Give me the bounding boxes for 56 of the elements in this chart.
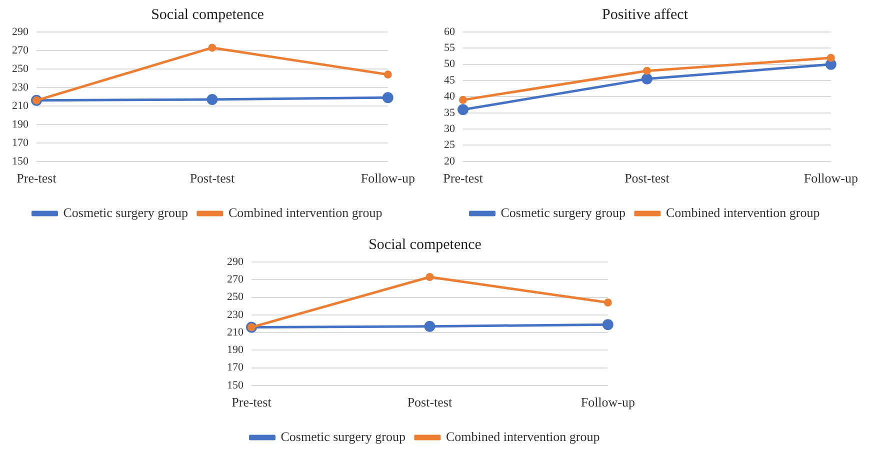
point [604,298,612,307]
legend-label: Cosmetic surgery group [500,204,626,220]
y-tick-label: 150 [227,379,244,392]
point [602,319,614,330]
point [458,104,468,116]
point [384,70,392,79]
x-tick-label: Pre-test [232,394,272,410]
y-tick-label: 55 [444,42,456,54]
y-tick-label: 25 [444,139,456,152]
point [426,272,434,281]
chart-title: Positive affect [602,6,689,23]
y-tick-label: 210 [227,326,244,338]
chart-title: Social competence [151,6,264,23]
point [641,73,652,84]
y-tick-label: 35 [444,106,456,119]
y-tick-label: 30 [444,122,456,135]
y-tick-label: 230 [227,308,244,321]
point [826,54,835,62]
y-tick-label: 20 [444,155,456,168]
y-tick-label: 290 [227,256,244,268]
y-tick-label: 40 [444,90,456,103]
point [206,94,218,105]
x-tick-label: Post-test [190,170,235,186]
x-tick-label: Post-test [407,394,452,410]
y-tick-label: 250 [12,62,29,75]
point [382,92,394,104]
y-tick-label: 60 [444,26,456,38]
y-tick-label: 150 [12,155,29,168]
y-tick-label: 230 [12,81,29,94]
y-tick-label: 250 [227,291,244,304]
y-tick-label: 190 [12,118,29,130]
y-tick-label: 290 [12,26,29,38]
y-tick-label: 170 [227,362,244,374]
y-tick-label: 270 [227,274,244,286]
chart-title: Social competence [368,236,482,253]
x-tick-label: Follow-up [580,394,635,410]
x-tick-label: Pre-test [443,170,484,186]
point [459,96,467,104]
y-tick-label: 270 [12,44,29,56]
legend-label: Cosmetic surgery group [63,204,188,220]
x-tick-label: Follow-up [804,170,858,186]
x-tick-label: Follow-up [360,170,415,186]
legend-label: Combined intervention group [228,204,382,220]
y-tick-label: 170 [12,136,29,149]
legend-label: Combined intervention group [446,428,600,444]
y-tick-label: 210 [12,100,29,112]
point [208,44,216,52]
x-tick-label: Pre-test [16,170,57,186]
x-tick-label: Post-test [624,170,670,186]
point [424,320,436,332]
legend-label: Cosmetic surgery group [280,428,406,444]
legend-label: Combined intervention group [666,204,820,220]
y-tick-label: 50 [444,58,456,70]
y-tick-label: 190 [227,344,244,356]
y-tick-label: 45 [444,74,456,86]
point [642,66,651,75]
